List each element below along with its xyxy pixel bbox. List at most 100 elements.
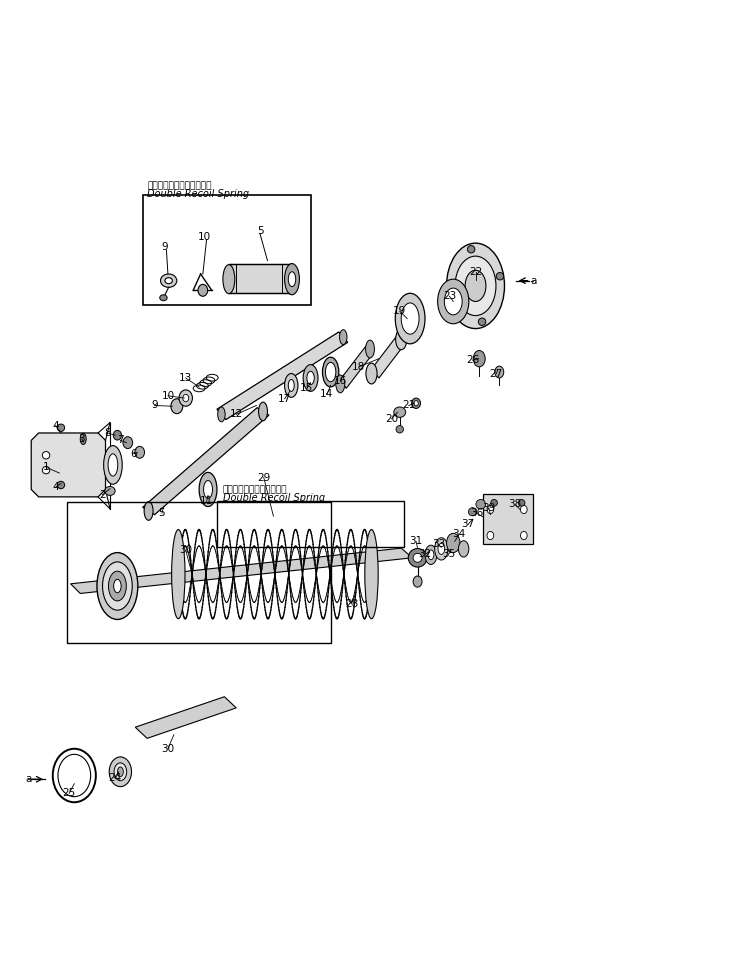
Ellipse shape bbox=[491, 500, 498, 506]
Text: 18: 18 bbox=[352, 362, 366, 372]
Ellipse shape bbox=[412, 398, 421, 408]
Polygon shape bbox=[340, 344, 373, 389]
Ellipse shape bbox=[183, 395, 189, 401]
Text: 35: 35 bbox=[442, 549, 455, 559]
Ellipse shape bbox=[395, 293, 425, 344]
Text: 4: 4 bbox=[53, 421, 59, 430]
Text: ダブルリコイルスプリング: ダブルリコイルスプリング bbox=[147, 182, 212, 190]
Ellipse shape bbox=[288, 379, 294, 392]
Ellipse shape bbox=[160, 274, 177, 287]
Ellipse shape bbox=[325, 363, 336, 382]
Ellipse shape bbox=[117, 767, 123, 777]
Text: 25: 25 bbox=[62, 788, 76, 799]
Polygon shape bbox=[372, 335, 405, 378]
Ellipse shape bbox=[487, 506, 494, 513]
Ellipse shape bbox=[105, 486, 115, 495]
Ellipse shape bbox=[365, 530, 378, 619]
Ellipse shape bbox=[218, 407, 225, 422]
Ellipse shape bbox=[396, 425, 403, 433]
Text: ダブルリコイルスプリング: ダブルリコイルスプリング bbox=[223, 484, 288, 494]
Ellipse shape bbox=[414, 400, 418, 406]
Ellipse shape bbox=[285, 373, 298, 397]
Ellipse shape bbox=[113, 430, 122, 440]
Ellipse shape bbox=[519, 500, 525, 506]
Ellipse shape bbox=[114, 579, 121, 593]
Ellipse shape bbox=[478, 318, 486, 326]
Text: 1: 1 bbox=[43, 462, 49, 472]
Ellipse shape bbox=[447, 243, 504, 329]
Text: 3: 3 bbox=[79, 434, 85, 444]
Text: 24: 24 bbox=[108, 773, 121, 782]
Ellipse shape bbox=[447, 533, 460, 552]
Ellipse shape bbox=[476, 500, 486, 510]
Ellipse shape bbox=[165, 278, 172, 283]
Ellipse shape bbox=[336, 375, 345, 393]
Ellipse shape bbox=[467, 246, 475, 253]
Ellipse shape bbox=[401, 303, 419, 335]
Text: 2: 2 bbox=[100, 489, 106, 500]
Ellipse shape bbox=[458, 541, 469, 557]
Text: 9: 9 bbox=[152, 400, 158, 410]
Text: 10: 10 bbox=[198, 232, 211, 242]
Ellipse shape bbox=[465, 270, 486, 302]
Ellipse shape bbox=[204, 481, 212, 498]
Text: 39: 39 bbox=[482, 503, 496, 513]
Ellipse shape bbox=[80, 433, 86, 445]
Bar bbox=[143, 195, 311, 306]
Ellipse shape bbox=[520, 532, 528, 540]
Text: 31: 31 bbox=[409, 537, 423, 546]
Text: 26: 26 bbox=[466, 355, 479, 366]
Ellipse shape bbox=[428, 550, 434, 560]
Text: 20: 20 bbox=[385, 414, 398, 424]
Ellipse shape bbox=[42, 452, 50, 459]
Ellipse shape bbox=[322, 357, 339, 387]
Ellipse shape bbox=[366, 364, 377, 384]
Ellipse shape bbox=[259, 402, 267, 421]
Text: 37: 37 bbox=[461, 519, 475, 529]
Text: 36: 36 bbox=[470, 509, 484, 518]
Ellipse shape bbox=[144, 502, 153, 520]
Text: 13: 13 bbox=[179, 373, 192, 383]
Ellipse shape bbox=[455, 256, 496, 315]
Ellipse shape bbox=[123, 437, 132, 449]
Text: 30: 30 bbox=[179, 545, 192, 555]
Ellipse shape bbox=[473, 350, 485, 366]
Text: 4: 4 bbox=[53, 483, 59, 492]
Ellipse shape bbox=[288, 272, 296, 286]
Text: 6: 6 bbox=[131, 449, 137, 458]
Text: 23: 23 bbox=[443, 291, 456, 302]
Text: 5: 5 bbox=[159, 509, 165, 518]
Text: 8: 8 bbox=[105, 428, 111, 438]
Polygon shape bbox=[217, 332, 348, 420]
Polygon shape bbox=[31, 433, 106, 497]
Ellipse shape bbox=[223, 265, 235, 294]
Ellipse shape bbox=[413, 576, 422, 587]
Ellipse shape bbox=[409, 548, 427, 567]
Ellipse shape bbox=[469, 508, 477, 515]
Ellipse shape bbox=[307, 371, 314, 385]
Text: 10: 10 bbox=[161, 391, 175, 401]
Ellipse shape bbox=[520, 506, 528, 513]
Ellipse shape bbox=[303, 365, 318, 392]
Ellipse shape bbox=[97, 552, 138, 620]
Bar bbox=[67, 502, 331, 643]
Text: 30: 30 bbox=[161, 744, 175, 753]
Bar bbox=[217, 501, 404, 546]
Ellipse shape bbox=[444, 288, 462, 315]
Ellipse shape bbox=[495, 366, 504, 378]
Ellipse shape bbox=[103, 562, 132, 610]
Ellipse shape bbox=[487, 532, 494, 540]
Ellipse shape bbox=[57, 425, 65, 431]
Text: Double Recoil Spring: Double Recoil Spring bbox=[223, 492, 325, 503]
Text: 29: 29 bbox=[257, 473, 270, 483]
Ellipse shape bbox=[425, 545, 437, 565]
Ellipse shape bbox=[108, 571, 126, 601]
Polygon shape bbox=[229, 264, 292, 293]
Text: 38: 38 bbox=[508, 499, 522, 510]
Ellipse shape bbox=[438, 543, 444, 554]
Bar bbox=[483, 494, 533, 544]
Polygon shape bbox=[71, 548, 412, 594]
Text: 9: 9 bbox=[162, 242, 168, 252]
Ellipse shape bbox=[366, 340, 374, 358]
Ellipse shape bbox=[394, 407, 406, 418]
